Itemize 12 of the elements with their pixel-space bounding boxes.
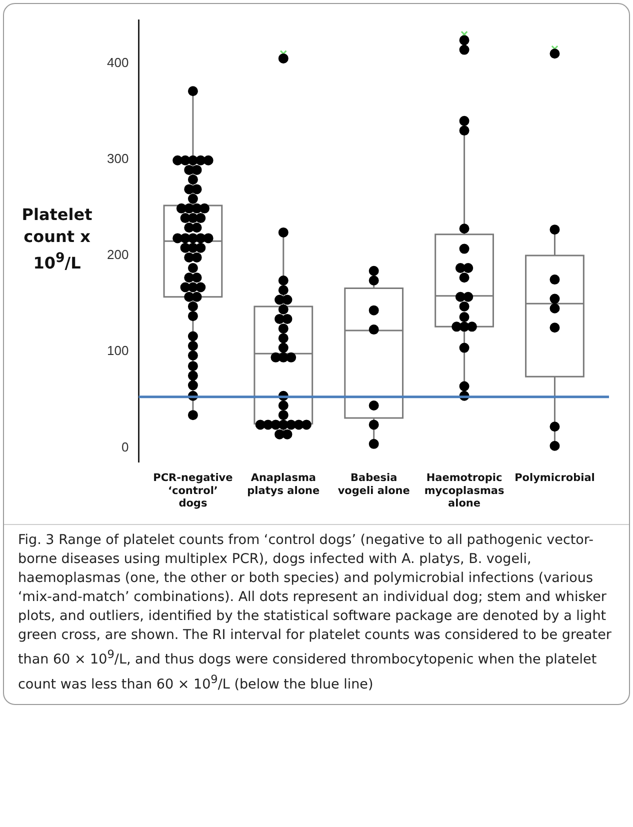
y-tick-label: 400 (106, 54, 129, 70)
y-tick-label: 100 (106, 343, 129, 358)
y-tick-label: 0 (121, 439, 129, 454)
y-tick-label: 200 (106, 247, 129, 262)
y-axis-title: Platelet count x 10$^{9}$/L (20, 204, 94, 274)
x-tick-label: Polymicrobial (514, 472, 595, 484)
y-tick-label: 300 (106, 150, 129, 166)
text: Fig. 3 Range of platelet counts from ‘control dogs’ (negative to all pathogenic vector-borne diseases using multiplex PCR), dogs infected with A. platys, B. vogeli, haemoplasmas (one, the other or both species) and polymicrobial infections (various ‘mix-and-match’ combinations). All dots represent an individual dog; stem and whisker plots, and outliers, identified by the statistical software package are denoted by a light green cross, are shown. The RI interval for platelet counts was considered to be greater than 60 × 10$^{9}$/L, and thus dogs were considered thrombocytopenic when the platelet count was less than 60 × 10$^{9}$/L (below the blue line) (18, 532, 612, 692)
x-tick-label: Anaplasma platys alone (247, 472, 320, 497)
x-tick-label: Babesia vogeli alone (338, 472, 410, 497)
x-tick-label: PCR-negative ‘control’ dogs (153, 472, 233, 510)
x-tick-label: Haemotropic mycoplasmas alone (424, 472, 504, 510)
